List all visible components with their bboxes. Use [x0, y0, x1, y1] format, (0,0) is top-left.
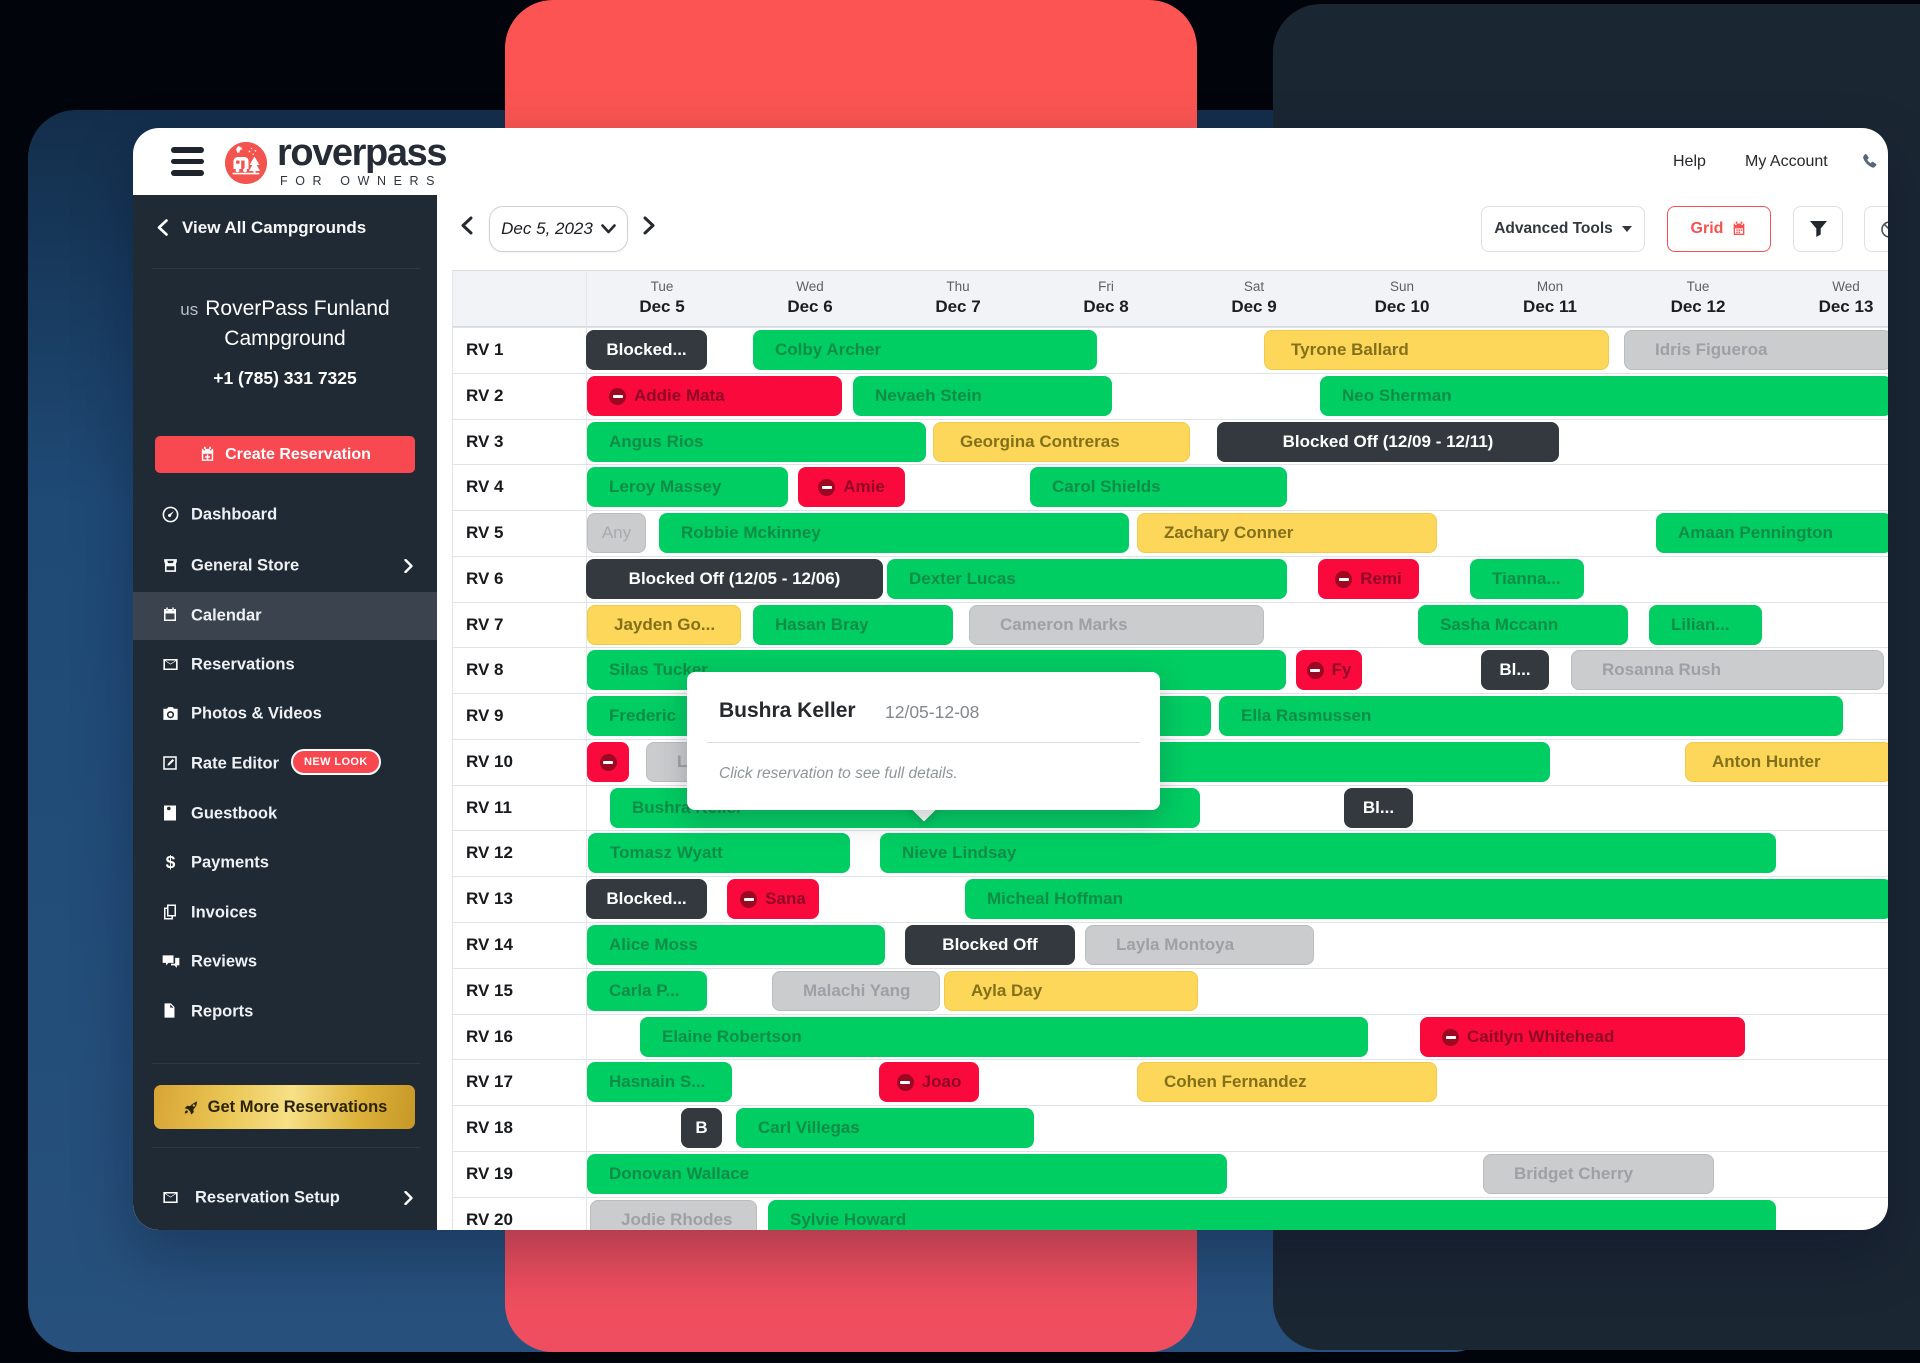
svg-text:$: $: [166, 853, 176, 872]
